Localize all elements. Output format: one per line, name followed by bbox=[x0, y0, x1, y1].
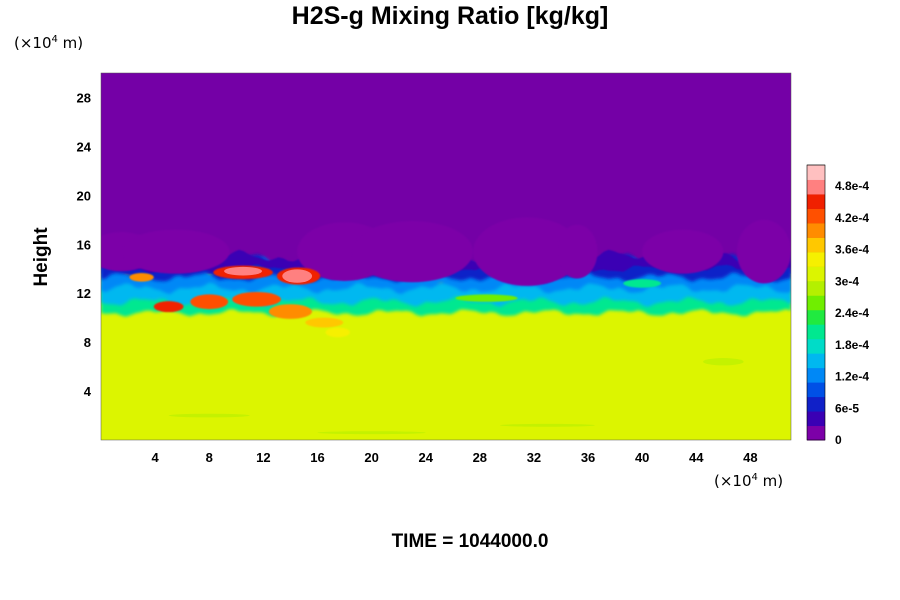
x-tick-label: 20 bbox=[364, 450, 378, 465]
colorbar-segment bbox=[807, 179, 825, 195]
y-tick-label: 24 bbox=[77, 139, 92, 154]
intrusion-blob bbox=[556, 224, 598, 279]
lower-streak bbox=[317, 431, 426, 435]
y-tick-label: 4 bbox=[84, 384, 92, 399]
peak-patch bbox=[224, 266, 262, 276]
y-tick-label: 12 bbox=[77, 286, 91, 301]
colorbar-tick-label: 1.2e-4 bbox=[835, 370, 869, 384]
y-tick-label: 28 bbox=[77, 90, 91, 105]
x-tick-label: 48 bbox=[743, 450, 757, 465]
hot-patch bbox=[305, 317, 344, 328]
colorbar-tick-label: 3e-4 bbox=[835, 274, 859, 288]
colorbar-tick-label: 4.8e-4 bbox=[835, 179, 869, 193]
colorbar-segment bbox=[807, 165, 825, 180]
colorbar-segment bbox=[807, 411, 825, 427]
colorbar-segment bbox=[807, 295, 825, 311]
hot-patch bbox=[190, 294, 229, 310]
colorbar-segment bbox=[807, 266, 825, 282]
x-tick-label: 32 bbox=[527, 450, 541, 465]
intrusion-blob bbox=[121, 229, 230, 274]
x-tick-labels: 4 8 12 16 20 24 28 32 36 40 44 48 bbox=[152, 450, 758, 465]
colorbar-segment bbox=[807, 425, 825, 441]
intrusion-blob bbox=[351, 221, 474, 283]
y-tick-labels: 4 8 12 16 20 24 28 bbox=[77, 90, 92, 399]
intrusion-blob bbox=[736, 219, 791, 284]
chart-title: H2S-g Mixing Ratio [kg/kg] bbox=[291, 2, 609, 30]
x-tick-label: 4 bbox=[152, 450, 160, 465]
hot-patch bbox=[268, 304, 313, 319]
hot-patch bbox=[623, 279, 662, 288]
heatmap-field bbox=[101, 73, 791, 440]
colorbar-segment bbox=[807, 222, 825, 238]
colorbar-segment bbox=[807, 280, 825, 296]
colorbar-segment bbox=[807, 396, 825, 412]
y-tick-label: 8 bbox=[84, 335, 91, 350]
y-tick-label: 20 bbox=[77, 188, 91, 203]
colorbar-segment bbox=[807, 309, 825, 325]
colorbar-segment bbox=[807, 324, 825, 340]
colorbar-tick-labels: 0 6e-5 1.2e-4 1.8e-4 2.4e-4 3e-4 3.6e-4 4.2e-4 4… bbox=[835, 179, 869, 447]
x-tick-label: 16 bbox=[310, 450, 324, 465]
colorbar-tick-label: 2.4e-4 bbox=[835, 306, 869, 320]
colorbar-segment bbox=[807, 338, 825, 354]
hot-patch bbox=[232, 291, 281, 307]
intrusion-blob bbox=[473, 217, 582, 286]
lower-streak bbox=[168, 413, 250, 418]
peak-patch bbox=[282, 269, 313, 283]
x-tick-label: 36 bbox=[581, 450, 595, 465]
y-unit-label: (×104 m) bbox=[14, 34, 84, 52]
lower-streak bbox=[500, 423, 595, 427]
x-tick-label: 40 bbox=[635, 450, 649, 465]
colorbar-segment bbox=[807, 353, 825, 369]
colorbar-tick-label: 1.8e-4 bbox=[835, 338, 869, 352]
colorbar-segment bbox=[807, 251, 825, 267]
x-tick-label: 24 bbox=[418, 450, 433, 465]
colorbar bbox=[806, 164, 826, 441]
colorbar-segment bbox=[807, 237, 825, 253]
x-unit-label: (×104 m) bbox=[714, 472, 784, 490]
x-tick-label: 44 bbox=[689, 450, 704, 465]
colorbar-tick-label: 3.6e-4 bbox=[835, 243, 869, 257]
y-tick-label: 16 bbox=[77, 237, 91, 252]
colorbar-tick-label: 6e-5 bbox=[835, 401, 859, 415]
lower-streak bbox=[703, 358, 744, 366]
colorbar-segment bbox=[807, 382, 825, 398]
colorbar-frame bbox=[806, 164, 826, 441]
colorbar-tick-label: 4.2e-4 bbox=[835, 211, 869, 225]
time-label: TIME = 1044000.0 bbox=[391, 531, 549, 552]
x-tick-label: 12 bbox=[256, 450, 270, 465]
intrusion-blob bbox=[642, 229, 724, 274]
hot-patch bbox=[129, 273, 154, 282]
x-tick-label: 8 bbox=[206, 450, 213, 465]
colorbar-segment bbox=[807, 208, 825, 224]
hot-patch bbox=[153, 301, 184, 313]
hot-patch bbox=[325, 327, 350, 338]
hot-patch bbox=[455, 294, 518, 302]
colorbar-segment bbox=[807, 193, 825, 209]
plot-frame bbox=[100, 72, 792, 441]
colorbar-tick-label: 0 bbox=[835, 433, 842, 447]
colorbar-segment bbox=[807, 367, 825, 383]
x-tick-label: 28 bbox=[473, 450, 487, 465]
